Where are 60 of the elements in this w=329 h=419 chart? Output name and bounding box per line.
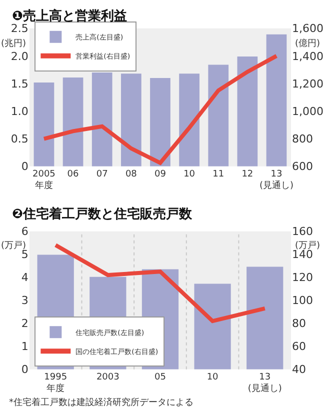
x-tick-label: 2003: [96, 372, 120, 382]
chart-title: ❶売上高と営業利益: [12, 8, 128, 24]
y2-axis-title: (億円): [295, 38, 320, 49]
y-tick-label: 2: [21, 317, 28, 330]
bar: [237, 56, 258, 166]
y-tick-label: 1: [21, 340, 28, 354]
bar: [120, 74, 142, 166]
x-tick-label: 05: [154, 372, 166, 382]
x-tick-label: 1995 年度: [44, 372, 68, 394]
bar: [34, 82, 54, 166]
bar: [150, 78, 170, 166]
x-tick-label: 09: [154, 169, 166, 180]
y-tick-label: 2.5: [10, 22, 28, 36]
y-tick-label: 4: [21, 271, 28, 284]
y2-tick-label: 1,600: [292, 22, 324, 36]
x-tick-label: 13 (見通し): [248, 372, 282, 394]
bar: [179, 74, 200, 166]
text: *住宅着工戸数は建設経済研究所データによる: [9, 397, 194, 408]
y2-tick-label: 1,000: [292, 105, 324, 118]
chart-title: ❷住宅着工戸数と住宅販売戸数: [12, 206, 194, 222]
y2-tick-label: 80: [292, 317, 306, 330]
x-tick-label: 10: [184, 169, 196, 180]
y2-tick-label: 40: [292, 363, 306, 376]
bar: [92, 72, 112, 166]
bar: [266, 34, 287, 166]
y2-tick-label: 140: [292, 248, 314, 262]
bar: [194, 284, 231, 370]
y2-tick-label: 1,200: [292, 77, 324, 90]
y2-tick-label: 600: [292, 160, 314, 174]
x-tick-label: 08: [125, 169, 138, 180]
x-tick-label: 2005 年度: [32, 169, 56, 192]
y2-tick-label: 160: [292, 225, 314, 238]
line-series: [42, 54, 278, 165]
y-tick-label: 0: [21, 160, 28, 174]
y-axis-title: (万戸): [1, 241, 26, 251]
line-series: [54, 243, 267, 324]
y-tick-label: 6: [21, 225, 28, 238]
y2-tick-label: 100: [292, 294, 314, 308]
y2-tick-label: 800: [292, 132, 314, 146]
y-tick-label: 1.5: [10, 77, 28, 90]
y-tick-label: 3: [21, 294, 28, 308]
y2-tick-label: 1,400: [292, 50, 324, 63]
y-tick-label: 1.0: [10, 105, 28, 118]
x-tick-label: 10: [206, 372, 219, 382]
x-tick-label: 07: [96, 169, 108, 180]
bar: [208, 64, 229, 166]
bar: [246, 266, 284, 370]
x-tick-label: 12: [242, 169, 254, 180]
x-tick-label: 11: [212, 169, 224, 180]
y2-axis-title: (万戸): [295, 241, 320, 251]
y2-tick-label: 60: [292, 340, 306, 354]
y-axis-title: (兆円): [1, 38, 26, 49]
y-tick-label: 0: [21, 363, 28, 376]
y-tick-label: 5: [21, 248, 28, 262]
y-tick-label: 2.0: [10, 50, 28, 63]
x-tick-label: 06: [67, 169, 80, 180]
y2-tick-label: 120: [292, 271, 314, 284]
y-tick-label: 0.5: [10, 132, 28, 146]
bar: [62, 77, 84, 166]
x-tick-label: 13 (見通し): [259, 169, 294, 192]
